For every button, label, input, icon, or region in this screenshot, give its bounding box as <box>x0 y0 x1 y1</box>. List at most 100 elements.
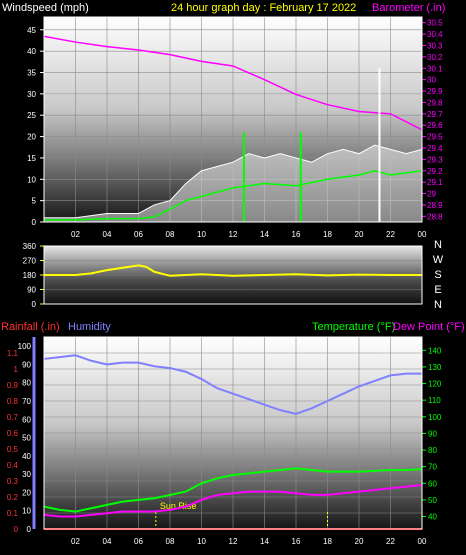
windspeed-tick-7: 35 <box>27 69 36 78</box>
windspeed-label: Windspeed (mph) <box>2 2 89 14</box>
humidity-series <box>43 354 422 415</box>
chart-title: 24 hour graph day : February 17 2022 <box>171 2 356 14</box>
time-tick-bottom-7: 16 <box>292 537 301 546</box>
humidity-tick-4: 40 <box>22 452 31 461</box>
windspeed-tick-9: 45 <box>27 26 36 35</box>
direction-series <box>44 264 422 277</box>
barometer-series <box>43 35 423 131</box>
compass-label-0: N <box>434 239 442 251</box>
time-tick-top-4: 10 <box>197 230 206 239</box>
temperature-label: Temperature (°F) <box>312 321 395 333</box>
direction-degree-axis: 0 90 180 270 360 <box>23 242 44 309</box>
windspeed-tick-4: 20 <box>27 133 36 142</box>
barometer-tick-5: 29.3 <box>427 155 443 164</box>
temperature-series <box>43 467 423 513</box>
direction-tick-0: 0 <box>32 300 37 309</box>
time-tick-top-11: 00 <box>418 230 427 239</box>
time-axis-top: 02 04 06 08 10 12 14 16 18 20 22 00 <box>71 230 427 239</box>
temperature-tick-6: 100 <box>428 413 442 422</box>
barometer-tick-4: 29.2 <box>427 167 443 176</box>
barometer-tick-11: 29.9 <box>427 87 443 96</box>
humidity-tick-10: 100 <box>18 342 32 351</box>
rainfall-tick-1: 0.1 <box>7 509 19 518</box>
temp-plot-frame <box>43 336 423 530</box>
humidity-tick-2: 20 <box>22 488 31 497</box>
time-tick-top-7: 16 <box>292 230 301 239</box>
time-axis-bottom: 02 04 06 08 10 12 14 16 18 20 22 00 <box>71 537 427 546</box>
direction-plot-frame <box>43 245 423 305</box>
time-tick-bottom-8: 18 <box>323 537 332 546</box>
compass-label-3: E <box>434 284 441 296</box>
temperature-tick-1: 50 <box>428 496 437 505</box>
rainfall-tick-6: 0.6 <box>7 429 19 438</box>
time-tick-top-1: 04 <box>103 230 112 239</box>
rainfall-tick-10: 1 <box>14 365 19 374</box>
humidity-tick-5: 50 <box>22 434 31 443</box>
rainfall-tick-5: 0.5 <box>7 445 19 454</box>
direction-tick-3: 270 <box>23 257 37 266</box>
direction-tick-2: 180 <box>23 271 37 280</box>
time-tick-top-5: 12 <box>229 230 238 239</box>
windspeed-axis: 0 5 10 15 20 25 30 35 40 45 <box>27 26 44 227</box>
temperature-tick-10: 140 <box>428 346 442 355</box>
direction-tick-1: 90 <box>27 286 36 295</box>
time-tick-top-9: 20 <box>355 230 364 239</box>
time-tick-top-2: 06 <box>134 230 143 239</box>
time-tick-top-6: 14 <box>260 230 269 239</box>
compass-label-2: S <box>434 269 441 281</box>
humidity-tick-6: 60 <box>22 415 31 424</box>
windspeed-tick-3: 15 <box>27 154 36 163</box>
rainfall-tick-2: 0.2 <box>7 493 19 502</box>
direction-series <box>44 264 422 277</box>
temperature-tick-7: 110 <box>428 396 441 405</box>
time-tick-bottom-5: 12 <box>229 537 238 546</box>
sunrise-annotation: Sun Rise <box>155 501 328 529</box>
barometer-tick-17: 30.5 <box>427 19 443 28</box>
time-tick-bottom-6: 14 <box>260 537 269 546</box>
barometer-tick-15: 30.3 <box>427 41 443 50</box>
direction-tick-4: 360 <box>23 242 37 251</box>
temperature-tick-9: 130 <box>428 363 442 372</box>
rainfall-tick-4: 0.4 <box>7 461 19 470</box>
temperature-tick-3: 70 <box>428 463 437 472</box>
time-tick-bottom-0: 02 <box>71 537 80 546</box>
temperature-tick-5: 90 <box>428 429 437 438</box>
dewpoint-series <box>43 483 423 518</box>
dewpoint-label: Dew Point (°F) <box>393 321 465 333</box>
avg-wind-series <box>44 169 423 221</box>
barometer-tick-7: 29.5 <box>427 133 443 142</box>
rainfall-tick-3: 0.3 <box>7 477 19 486</box>
barometer-tick-1: 28.9 <box>427 201 443 210</box>
compass-label-1: W <box>433 254 444 266</box>
humidity-tick-3: 30 <box>22 470 31 479</box>
rainfall-axis: 0 0.1 0.2 0.3 0.4 0.5 0.6 0.7 0.8 0.9 1 1.1 <box>7 349 19 534</box>
temperature-tick-4: 80 <box>428 446 437 455</box>
barometer-axis: 28.8 28.9 29 29.1 29.2 29.3 29.4 29.5 29.6 29.7 29… <box>421 17 443 222</box>
barometer-tick-12: 30 <box>427 76 436 85</box>
time-tick-bottom-3: 08 <box>166 537 175 546</box>
wind-barometer-panel: 0 5 10 15 20 25 30 35 40 45 28.8 28.9 29 29.1 29.2 29.… <box>2 2 445 239</box>
barometer-tick-3: 29.1 <box>427 178 443 187</box>
barometer-tick-13: 30.1 <box>427 64 443 73</box>
barometer-tick-9: 29.7 <box>427 110 443 119</box>
temperature-tick-0: 40 <box>428 513 437 522</box>
time-tick-top-3: 08 <box>166 230 175 239</box>
humidity-axis: 0 10 20 30 40 50 60 70 80 90 100 <box>18 337 36 534</box>
windspeed-tick-1: 5 <box>32 197 37 206</box>
humidity-tick-1: 10 <box>22 507 31 516</box>
barometer-tick-16: 30.4 <box>427 30 443 39</box>
wind-series <box>43 35 423 223</box>
rainfall-tick-0: 0 <box>14 525 19 534</box>
rainfall-label: Rainfall (.in) <box>1 321 60 333</box>
time-tick-bottom-1: 04 <box>103 537 112 546</box>
temperature-tick-8: 120 <box>428 380 442 389</box>
time-tick-top-8: 18 <box>323 230 332 239</box>
temperature-tick-2: 60 <box>428 479 437 488</box>
barometer-label: Barometer (.in) <box>372 2 445 14</box>
barometer-tick-14: 30.2 <box>427 53 443 62</box>
barometer-tick-2: 29 <box>427 190 436 199</box>
time-tick-top-0: 02 <box>71 230 80 239</box>
windspeed-tick-6: 30 <box>27 90 36 99</box>
